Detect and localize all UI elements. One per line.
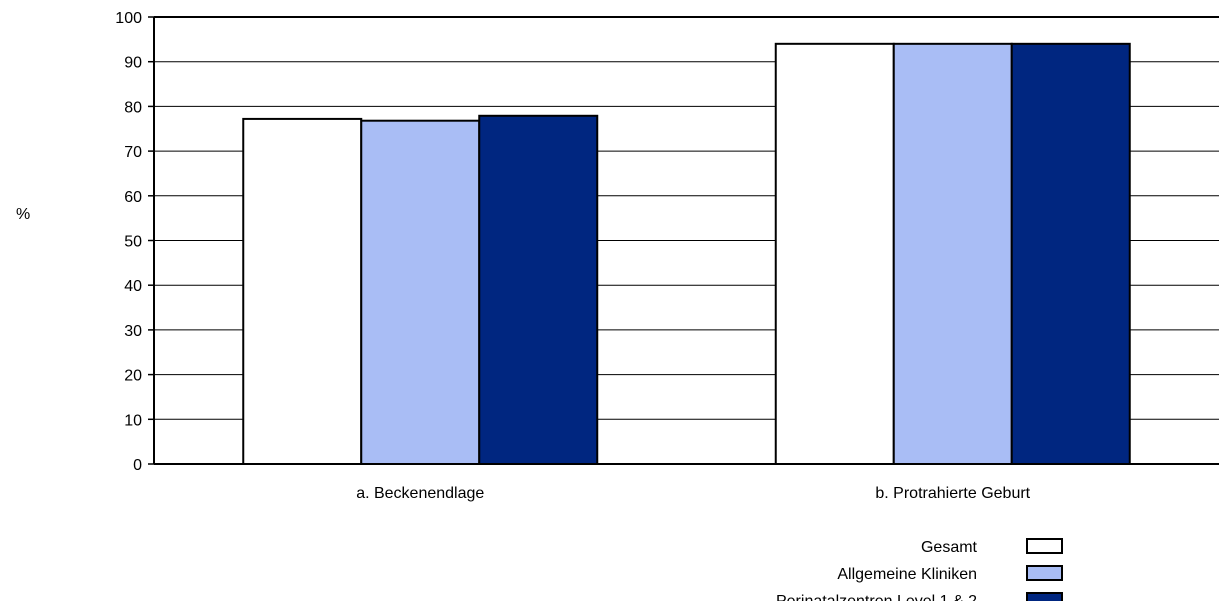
y-tick-label: 60 [124,189,142,206]
category-label: b. Protrahierte Geburt [875,485,1030,502]
bar [360,119,481,465]
category-label: a. Beckenendlage [356,485,484,502]
y-tick-label: 20 [124,368,142,385]
bar [478,114,599,466]
bar [242,117,363,466]
y-axis-label: % [16,206,30,223]
y-tick-label: 70 [124,144,142,161]
legend-label: Perinatalzentren Level 1 & 2 [776,593,977,601]
y-tick-label: 40 [124,278,142,295]
legend-label: Gesamt [921,539,978,556]
y-tick-labels: 0 10 20 30 40 50 60 70 80 90 100 [115,10,154,474]
legend-swatch [1026,592,1063,601]
y-tick-label: 30 [124,323,142,340]
y-tick-label: 10 [124,412,142,429]
y-tick-label: 90 [124,55,142,72]
y-tick-label: 100 [115,10,142,27]
legend-swatch [1026,565,1063,581]
bar [774,42,895,465]
category-labels: a. Beckenendlage b. Protrahierte Geburt [356,485,1030,502]
legend-label: Allgemeine Kliniken [837,566,977,583]
bar [1010,42,1131,465]
y-tick-label: 0 [133,457,142,474]
legend-swatch [1026,538,1063,554]
bar [892,42,1013,465]
y-tick-label: 50 [124,234,142,251]
y-tick-label: 80 [124,99,142,116]
legend: Gesamt Allgemeine Kliniken Perinatalzentre… [776,538,1063,601]
